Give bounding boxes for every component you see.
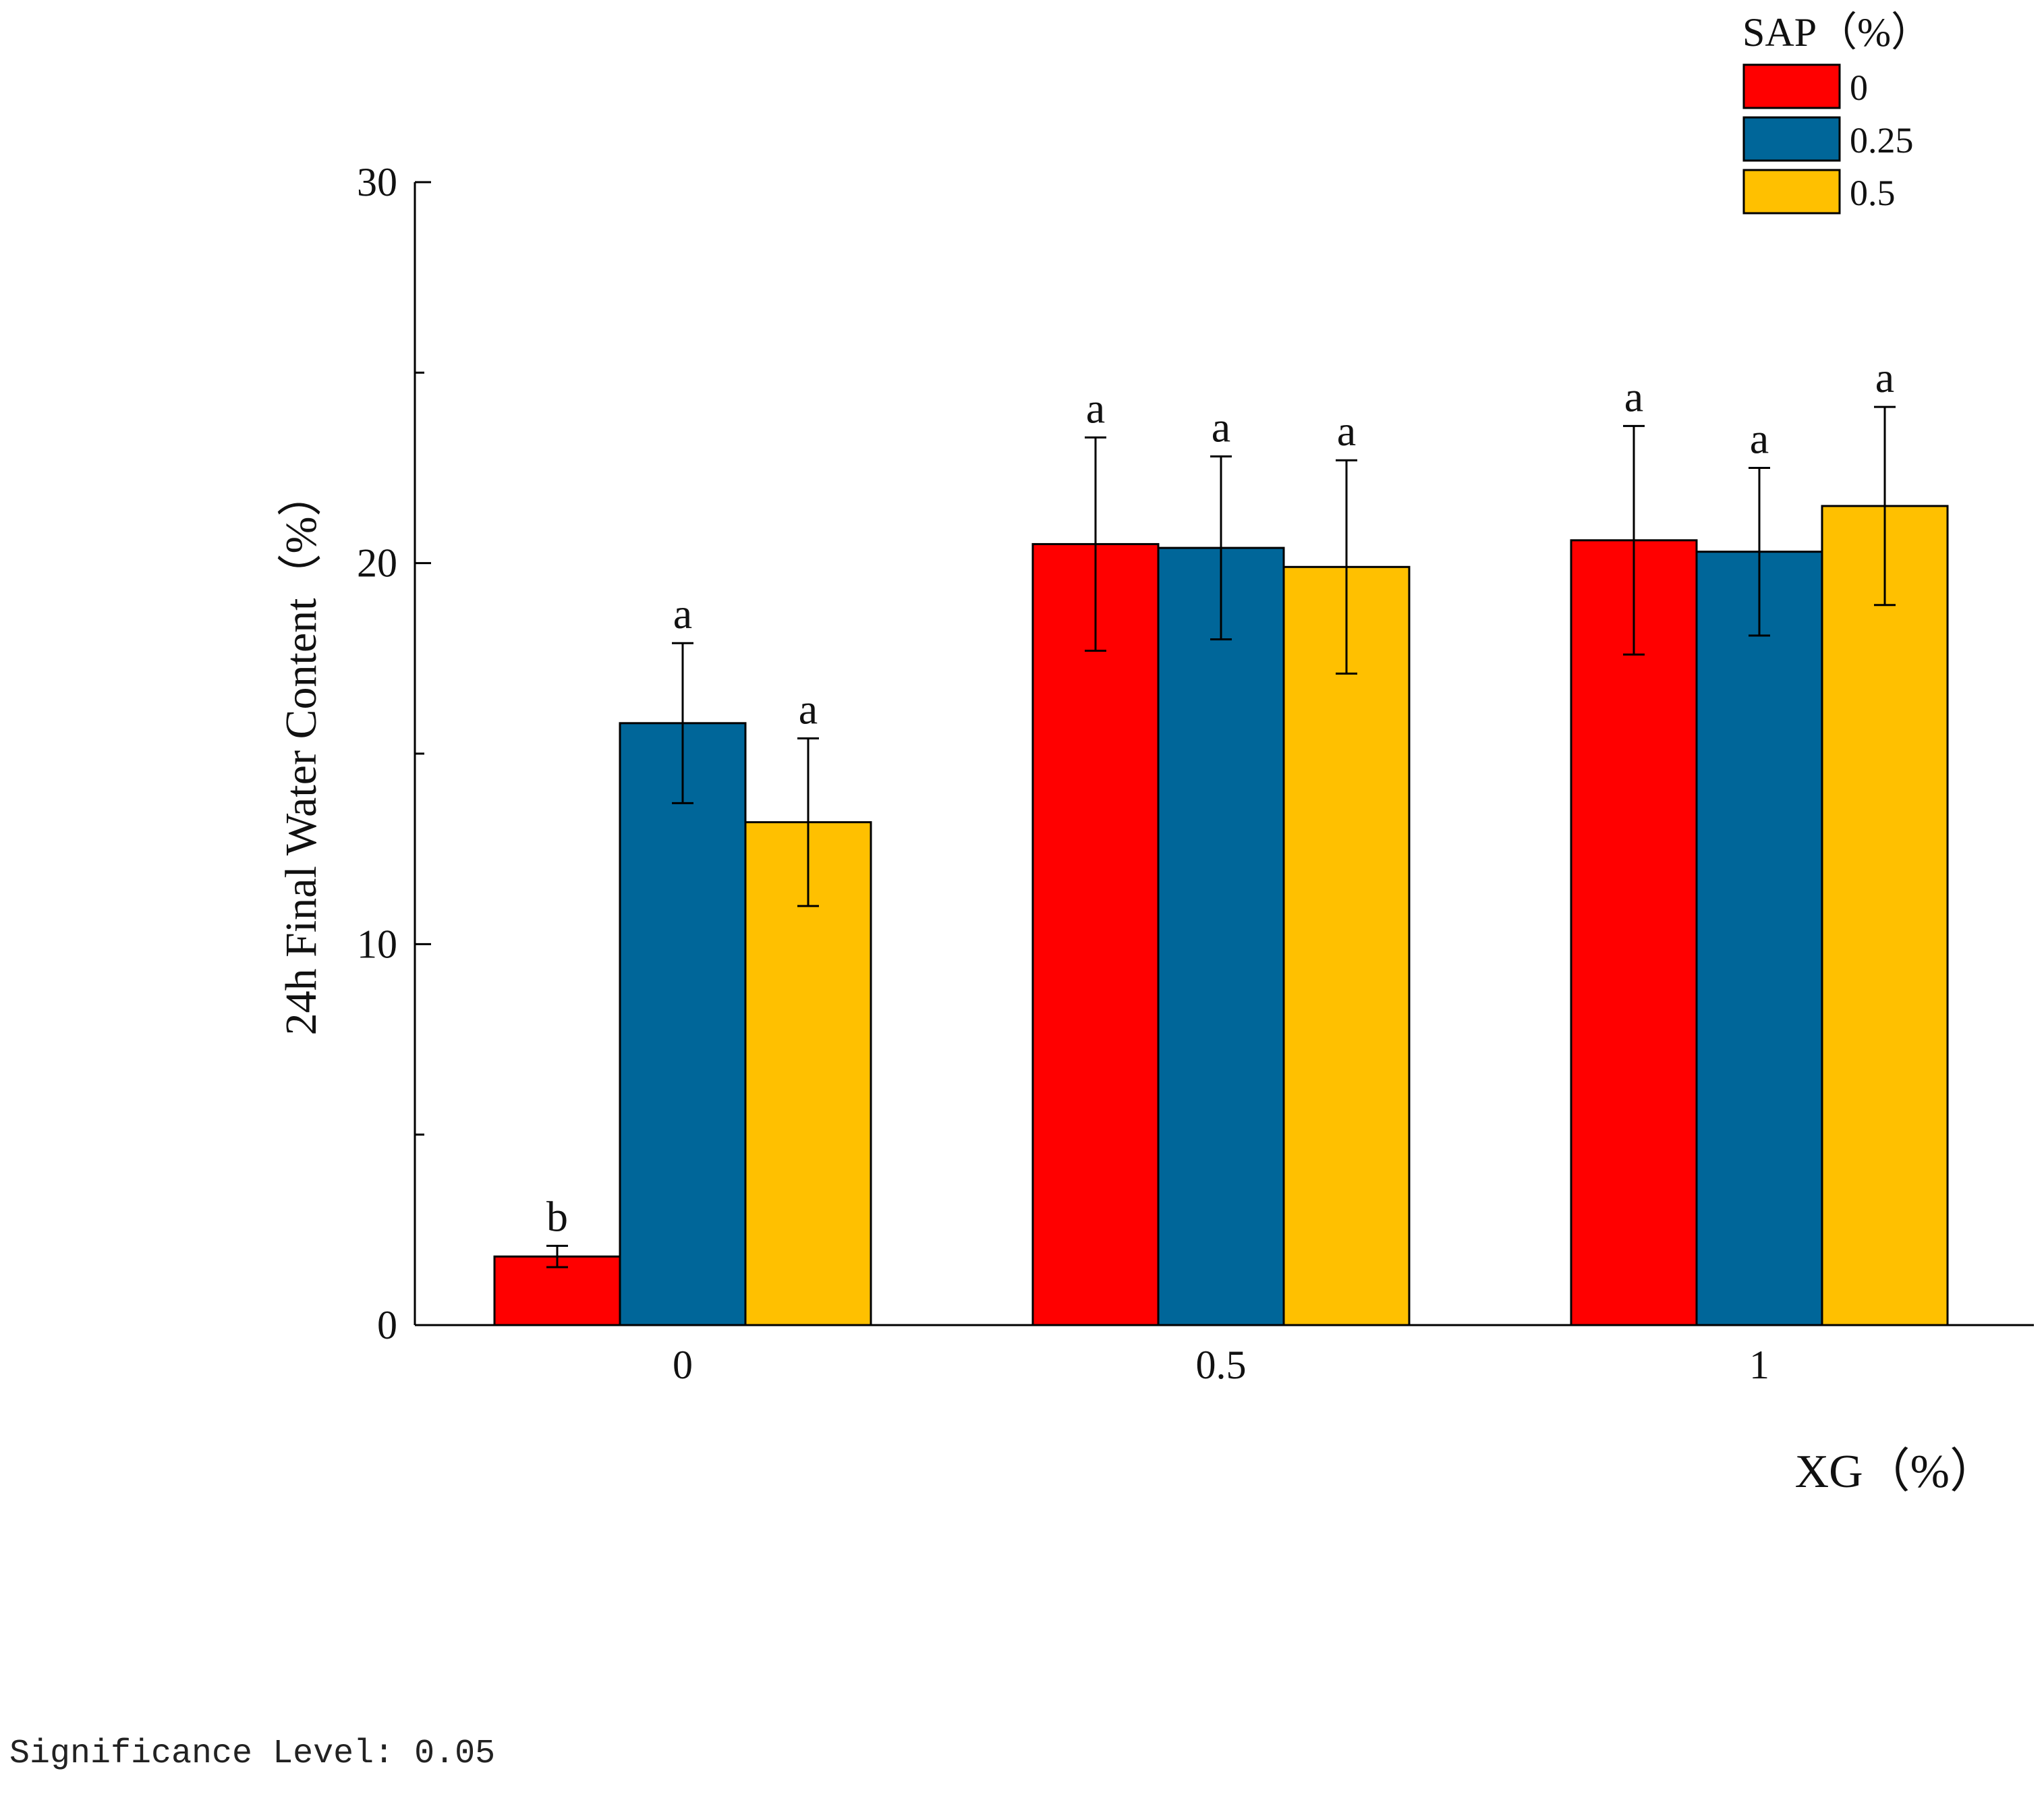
- x-tick-label: 0: [673, 1343, 693, 1387]
- y-tick-label: 20: [357, 541, 397, 586]
- significance-letter: a: [673, 590, 692, 638]
- axis-ticks: 0 10 20 30 0 0.5 1: [357, 160, 1769, 1387]
- x-axis-title: XG（%）: [1795, 1446, 1997, 1498]
- bar: [1570, 539, 1698, 1326]
- bar: [1695, 551, 1823, 1326]
- significance-level-note: Significance Level: 0.05: [9, 1735, 495, 1773]
- legend-swatch: [1742, 116, 1841, 162]
- significance-letter: a: [799, 685, 818, 733]
- bar: [1157, 546, 1285, 1326]
- y-tick-label: 10: [357, 922, 397, 966]
- significance-letter: a: [1624, 372, 1643, 420]
- significance-letter: b: [546, 1193, 568, 1241]
- significance-labels: b a a a a a a a a: [546, 354, 1894, 1240]
- significance-letter: a: [1212, 403, 1230, 451]
- legend-label: 0: [1850, 67, 1868, 108]
- legend: SAP（%） 0 0.25 0.5: [1742, 10, 1931, 215]
- legend-title: SAP（%）: [1742, 10, 1931, 55]
- significance-letter: a: [1337, 407, 1356, 455]
- significance-letter: a: [1086, 384, 1105, 432]
- legend-swatch: [1742, 169, 1841, 215]
- legend-label: 0.25: [1850, 120, 1914, 161]
- significance-letter: a: [1750, 415, 1769, 463]
- bar: [1821, 505, 1949, 1326]
- y-axis-title: 24h Final Water Content（%）: [277, 472, 326, 1036]
- y-tick-label: 30: [357, 160, 397, 204]
- bar: [619, 722, 747, 1326]
- bar: [1031, 542, 1160, 1326]
- x-tick-label: 1: [1749, 1343, 1769, 1387]
- significance-letter: a: [1875, 354, 1894, 401]
- bar: [1282, 565, 1411, 1326]
- plot-marks: [493, 405, 1949, 1326]
- legend-label: 0.5: [1850, 173, 1896, 213]
- x-tick-label: 0.5: [1196, 1343, 1247, 1387]
- legend-swatch: [1742, 63, 1841, 109]
- y-tick-label: 0: [377, 1303, 397, 1347]
